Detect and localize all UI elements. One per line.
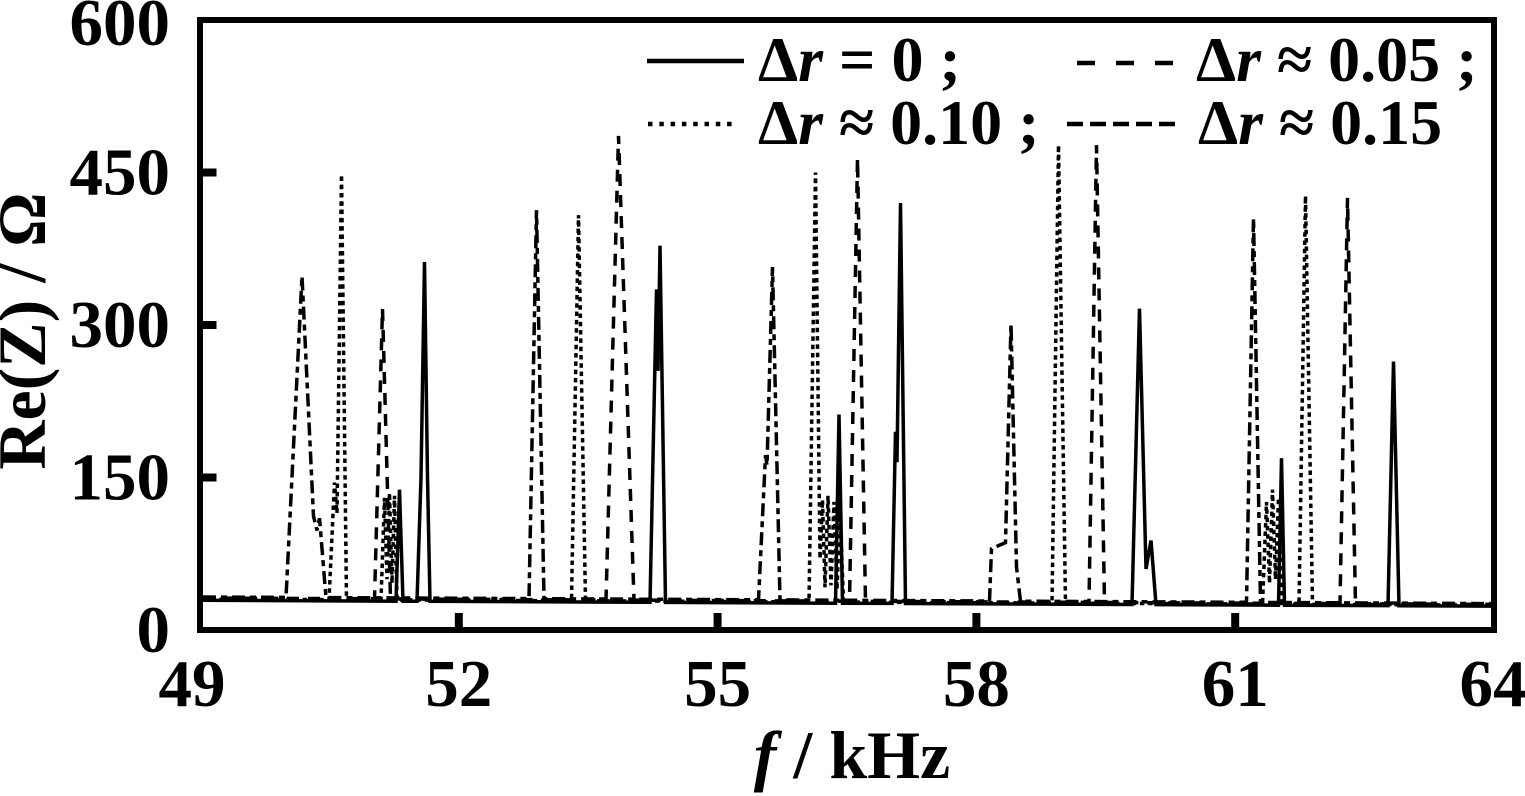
svg-text:f / kHz: f / kHz <box>754 717 950 793</box>
svg-text:64: 64 <box>1460 647 1525 721</box>
svg-text:Δr ≈ 0.10 ;: Δr ≈ 0.10 ; <box>758 87 1039 158</box>
svg-text:0: 0 <box>137 593 171 667</box>
svg-text:600: 600 <box>70 0 171 60</box>
svg-text:61: 61 <box>1202 647 1269 721</box>
svg-text:450: 450 <box>70 136 171 210</box>
svg-text:58: 58 <box>943 647 1010 721</box>
svg-text:Δr ≈ 0.15: Δr ≈ 0.15 <box>1198 87 1442 158</box>
svg-text:300: 300 <box>70 288 171 362</box>
svg-text:55: 55 <box>684 647 751 721</box>
svg-text:150: 150 <box>70 441 171 515</box>
svg-text:Δr ≈ 0.05 ;: Δr ≈ 0.05 ; <box>1196 24 1477 95</box>
svg-text:49: 49 <box>159 647 226 721</box>
svg-text:52: 52 <box>425 647 492 721</box>
svg-text:Δr = 0 ;: Δr = 0 ; <box>758 24 961 95</box>
svg-text:Re(Z) / Ω: Re(Z) / Ω <box>0 192 60 469</box>
